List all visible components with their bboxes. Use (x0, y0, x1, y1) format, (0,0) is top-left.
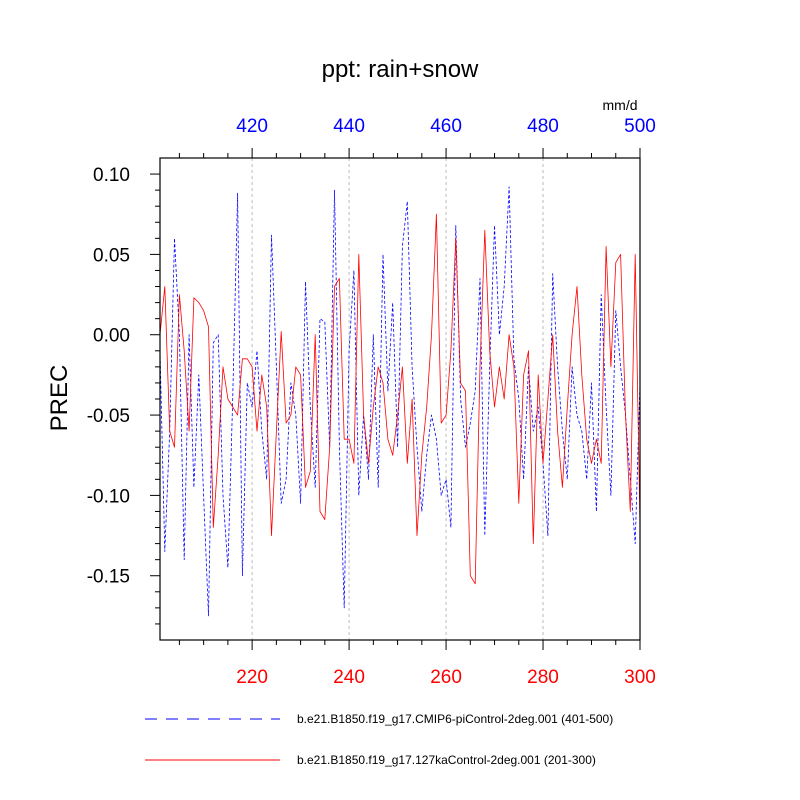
legend-label-1: b.e21.B1850.f19_g17.CMIP6-piControl-2deg… (297, 712, 613, 726)
x-bottom-tick-label: 260 (430, 667, 462, 688)
x-top-tick-label: 460 (430, 116, 462, 137)
x-top-tick-label: 440 (333, 116, 365, 137)
x-top-tick-label: 500 (624, 116, 656, 137)
series-line-1 (159, 186, 641, 617)
y-tick-label: 0.10 (93, 165, 130, 186)
y-tick-label: -0.10 (87, 486, 130, 507)
units-label: mm/d (603, 97, 638, 113)
x-bottom-tick-label: 300 (624, 667, 656, 688)
y-axis-label: PREC (46, 365, 73, 432)
y-tick-label: 0.05 (93, 245, 130, 266)
x-top-tick-label: 480 (527, 116, 559, 137)
chart-title: ppt: rain+snow (322, 56, 479, 83)
x-bottom-tick-label: 280 (527, 667, 559, 688)
y-tick-label: 0.00 (93, 326, 130, 347)
x-bottom-tick-label: 240 (333, 667, 365, 688)
legend-label-2: b.e21.B1850.f19_g17.127kaControl-2deg.00… (297, 753, 596, 767)
legend: b.e21.B1850.f19_g17.CMIP6-piControl-2deg… (145, 712, 613, 767)
x-bottom-tick-label: 220 (236, 667, 268, 688)
x-grid (251, 158, 544, 640)
series-layer (159, 186, 641, 617)
x-top-tick-label: 420 (236, 116, 268, 137)
axes: 0.10 0.05 0.00 -0.05 -0.10 -0.15 220 240 260 280 3… (87, 116, 656, 688)
series-line-2 (159, 213, 641, 585)
y-tick-label: -0.05 (87, 406, 130, 427)
y-tick-label: -0.15 (87, 567, 130, 588)
